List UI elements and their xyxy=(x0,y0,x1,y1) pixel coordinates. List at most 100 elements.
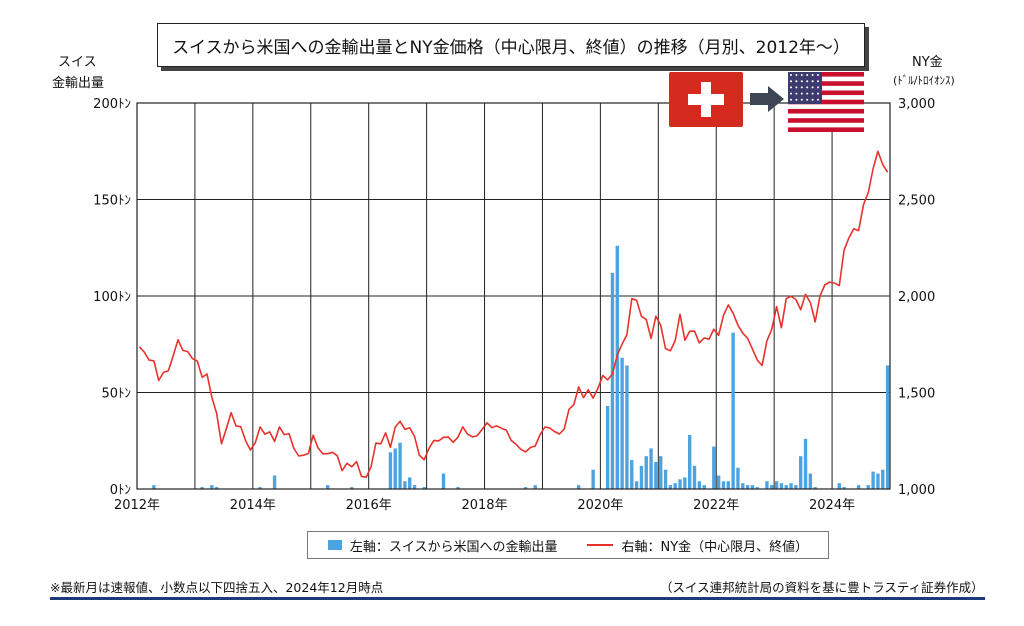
bar xyxy=(388,452,393,489)
bar xyxy=(755,487,759,489)
flag-star xyxy=(817,86,819,89)
grid-lines xyxy=(137,102,890,490)
legend-label-bar: 左軸：スイスから米国への金輸出量 xyxy=(349,539,558,555)
flag-star xyxy=(811,98,814,101)
bar xyxy=(659,456,663,489)
legend-swatch-line xyxy=(587,544,614,546)
bar xyxy=(808,473,813,489)
bar xyxy=(813,487,817,489)
bar xyxy=(668,485,673,489)
chart-title: スイスから米国への金輸出量とNY金価格（中心限月、終値）の推移（月別、2012年… xyxy=(157,23,865,67)
bar xyxy=(591,469,595,489)
chart-legend: 左軸：スイスから米国への金輸出量 右軸：NY金（中心限月、終値） xyxy=(307,531,829,559)
bar xyxy=(837,483,842,489)
bar xyxy=(885,365,890,489)
flag-star xyxy=(811,86,814,89)
bar xyxy=(639,465,644,489)
flag-star xyxy=(806,80,809,83)
left-axis-label-line2: 金輸出量 xyxy=(52,76,105,91)
flag-stripe xyxy=(788,127,864,132)
flag-stripe xyxy=(788,108,864,114)
bar xyxy=(721,481,726,489)
flag-star xyxy=(795,98,798,101)
line-series xyxy=(138,150,889,479)
bar xyxy=(716,475,721,489)
bar xyxy=(152,485,156,489)
x-tick-label: 2020年 xyxy=(577,498,623,513)
flag-star xyxy=(790,92,792,95)
x-tick-label: 2012年 xyxy=(114,498,160,513)
right-tick-label: 2,500 xyxy=(898,194,935,209)
legend-item-bar: 左軸：スイスから米国への金輸出量 xyxy=(327,536,558,555)
bar-series xyxy=(152,245,890,489)
bar xyxy=(784,485,788,489)
left-tick-label: 200ﾄﾝ xyxy=(93,97,131,112)
bar xyxy=(408,477,412,489)
bar xyxy=(871,471,875,489)
left-tick-labels: 0ﾄﾝ 50ﾄﾝ 100ﾄﾝ 150ﾄﾝ 200ﾄﾝ xyxy=(93,97,131,498)
flag-star xyxy=(795,86,798,89)
bar xyxy=(620,357,624,489)
bar xyxy=(779,483,784,489)
x-tick-label: 2018年 xyxy=(461,498,507,513)
flag-star xyxy=(800,80,803,83)
bar xyxy=(726,481,730,489)
right-tick-label: 1,500 xyxy=(898,387,935,402)
bottom-rule xyxy=(50,597,985,600)
flag-star xyxy=(790,98,792,101)
x-tick-label: 2022年 xyxy=(693,498,739,513)
left-tick-label: 150ﾄﾝ xyxy=(93,194,131,209)
flag-stripe xyxy=(788,72,864,77)
bar xyxy=(866,485,870,489)
flag-star xyxy=(806,92,809,95)
right-tick-labels: 1,000 1,500 2,000 2,500 3,000 xyxy=(898,97,935,498)
flag-star xyxy=(817,92,819,95)
legend-item-line: 右軸：NY金（中心限月、終値） xyxy=(587,536,808,555)
flag-star xyxy=(800,74,803,76)
bar xyxy=(422,487,426,489)
bar xyxy=(702,485,706,489)
flag-star xyxy=(790,86,792,89)
bar xyxy=(610,272,615,489)
bar xyxy=(456,487,460,489)
flag-star xyxy=(800,92,803,95)
flag-star xyxy=(806,98,809,101)
x-tick-label: 2016年 xyxy=(346,498,392,513)
bar xyxy=(210,485,214,489)
swiss-flag-icon xyxy=(669,72,743,127)
flag-star xyxy=(811,74,814,76)
flag-stripe xyxy=(788,81,864,86)
bar xyxy=(774,481,779,489)
flag-star xyxy=(817,74,819,76)
flag-star xyxy=(800,86,803,89)
x-tick-labels: 2012年 2014年 2016年 2018年 2020年 2022年 2024年 xyxy=(114,498,855,513)
footnote-right: （スイス連邦統計局の資料を基に豊トラスティ証券作成） xyxy=(660,580,984,595)
bar xyxy=(605,406,610,489)
bar xyxy=(741,483,745,489)
flag-star xyxy=(790,74,792,76)
flag-star xyxy=(800,98,803,101)
bar xyxy=(678,479,682,489)
bar xyxy=(770,485,774,489)
flag-star xyxy=(811,80,814,83)
bar xyxy=(412,485,417,489)
bar xyxy=(403,481,407,489)
flag-stripe xyxy=(788,99,864,105)
flag-star xyxy=(790,80,792,83)
right-axis-label-line2: (ﾄﾞﾙ/ﾄﾛｲｵﾝｽ) xyxy=(893,74,955,87)
flag-star xyxy=(817,80,819,83)
left-tick-label: 50ﾄﾝ xyxy=(101,387,131,402)
bar xyxy=(649,448,653,489)
bar xyxy=(803,438,808,489)
bar xyxy=(736,467,740,489)
bar xyxy=(634,481,639,489)
left-tick-label: 0ﾄﾝ xyxy=(110,483,131,498)
bar xyxy=(325,485,330,489)
bar xyxy=(576,485,581,489)
bar xyxy=(692,465,697,489)
right-tick-label: 3,000 xyxy=(898,97,935,112)
x-tick-label: 2024年 xyxy=(809,498,855,513)
plot-frame xyxy=(136,102,891,490)
bar xyxy=(654,461,658,489)
